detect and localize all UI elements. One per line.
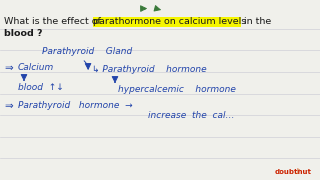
- Text: blood  ↑↓: blood ↑↓: [18, 82, 64, 91]
- Text: Parathyroid   hormone  →: Parathyroid hormone →: [18, 102, 132, 111]
- Text: in the: in the: [241, 17, 271, 26]
- Text: Parathyroid    Gland: Parathyroid Gland: [42, 48, 132, 57]
- Text: ↳ Parathyroid    hormone: ↳ Parathyroid hormone: [92, 66, 207, 75]
- Text: parathormone on calcium levels: parathormone on calcium levels: [93, 17, 246, 26]
- Text: hypercalcemic    hormone: hypercalcemic hormone: [118, 86, 236, 94]
- Text: doubtnut: doubtnut: [275, 169, 312, 175]
- Text: ⇒: ⇒: [4, 101, 13, 111]
- Text: Calcium: Calcium: [18, 64, 54, 73]
- Text: What is the effect of: What is the effect of: [4, 17, 104, 26]
- Text: blood ?: blood ?: [4, 30, 43, 39]
- Text: increase  the  cal…: increase the cal…: [148, 111, 235, 120]
- Bar: [93, 17, 241, 27]
- Text: ⇒: ⇒: [4, 63, 13, 73]
- Text: ♪: ♪: [294, 168, 300, 177]
